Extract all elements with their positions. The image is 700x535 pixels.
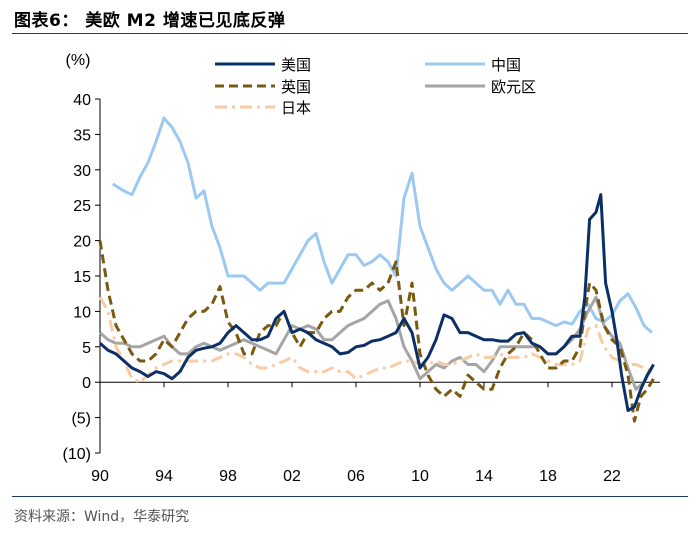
series-line-2 bbox=[98, 240, 655, 423]
x-tick-label: 02 bbox=[283, 468, 301, 485]
legend-label-0: 美国 bbox=[281, 57, 311, 74]
x-tick-label: 98 bbox=[219, 468, 237, 485]
y-tick-label: 35 bbox=[73, 127, 91, 144]
series-line-1 bbox=[112, 116, 653, 334]
series-line-0 bbox=[99, 193, 655, 412]
y-tick-label: 30 bbox=[73, 163, 91, 180]
legend-label-3: 欧元区 bbox=[491, 79, 536, 96]
y-tick-label: 15 bbox=[73, 269, 91, 286]
title-divider bbox=[12, 33, 688, 34]
source-note: 资料来源：Wind，华泰研究 bbox=[14, 509, 190, 525]
x-tick-label: 22 bbox=[603, 468, 621, 485]
y-tick-label: (10) bbox=[63, 446, 91, 463]
y-tick-label: 25 bbox=[73, 198, 91, 215]
legend-label-1: 中国 bbox=[491, 57, 521, 74]
y-tick-label: (5) bbox=[71, 411, 91, 428]
series-line-4 bbox=[98, 296, 653, 384]
x-tick-label: 94 bbox=[155, 468, 173, 485]
y-tick-label: 40 bbox=[73, 92, 91, 109]
y-axis-unit-label: (%) bbox=[66, 52, 91, 69]
x-tick-label: 06 bbox=[347, 468, 365, 485]
x-tick-label: 14 bbox=[475, 468, 493, 485]
plot-area bbox=[98, 116, 655, 423]
figure-title: 图表6： 美欧 M2 增速已见底反弹 bbox=[14, 11, 286, 31]
y-tick-label: 10 bbox=[73, 304, 91, 321]
x-tick-label: 18 bbox=[539, 468, 557, 485]
y-tick-label: 5 bbox=[82, 340, 91, 357]
legend-label-4: 日本 bbox=[281, 100, 311, 117]
legend-label-2: 英国 bbox=[281, 78, 311, 96]
source-divider bbox=[12, 496, 688, 497]
series-line-3 bbox=[99, 295, 654, 391]
x-tick-label: 90 bbox=[91, 468, 109, 485]
chart-axes: (%) (10) (5) 0 5 10 15 20 25 30 35 40 90 94 98 02 06 10 14… bbox=[63, 52, 660, 485]
y-tick-label: 0 bbox=[82, 375, 91, 392]
y-tick-label: 20 bbox=[73, 234, 91, 251]
x-tick-label: 10 bbox=[411, 468, 429, 485]
